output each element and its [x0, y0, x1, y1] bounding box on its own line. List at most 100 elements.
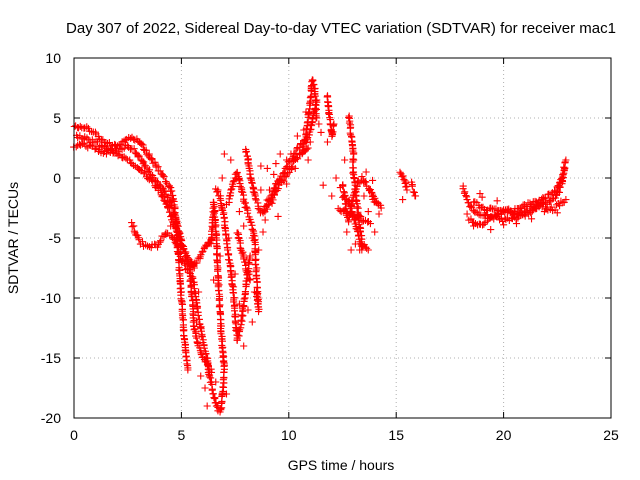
data-point — [185, 269, 194, 277]
data-point — [220, 214, 228, 222]
data-point — [193, 259, 201, 267]
data-point — [219, 358, 227, 366]
data-point — [213, 245, 221, 253]
data-point — [196, 344, 204, 352]
data-point — [345, 218, 353, 226]
data-point — [240, 295, 248, 303]
data-point — [399, 172, 407, 180]
data-point — [551, 194, 559, 202]
data-point — [375, 210, 383, 218]
data-point — [362, 168, 370, 176]
data-point — [552, 188, 560, 196]
data-point — [130, 145, 138, 153]
data-point — [303, 145, 311, 153]
data-point — [152, 184, 160, 192]
data-point — [214, 186, 222, 194]
data-point — [463, 210, 471, 218]
y-tick-label: -10 — [41, 290, 61, 306]
gridlines — [74, 58, 611, 418]
x-axis-label: GPS time / hours — [288, 457, 395, 473]
data-point — [402, 183, 410, 191]
data-point — [227, 266, 235, 275]
data-point — [134, 153, 142, 161]
data-point — [558, 174, 566, 183]
data-point — [527, 215, 536, 223]
data-point — [283, 180, 291, 188]
data-point — [478, 193, 486, 201]
y-tick-label: 5 — [53, 110, 61, 126]
data-point — [227, 156, 235, 164]
data-point — [350, 175, 358, 183]
data-point — [149, 177, 157, 185]
data-point — [244, 209, 252, 217]
data-point — [411, 192, 420, 200]
data-point — [555, 182, 563, 190]
data-point — [512, 220, 521, 228]
data-point — [350, 173, 358, 182]
data-point — [202, 350, 210, 358]
data-point — [467, 202, 475, 210]
data-point — [147, 173, 155, 181]
data-point — [539, 200, 547, 208]
y-tick-label: 10 — [45, 50, 61, 66]
data-point — [207, 368, 216, 376]
data-point — [225, 234, 233, 242]
data-point — [175, 248, 183, 256]
data-point — [193, 304, 201, 312]
data-point — [369, 176, 377, 184]
data-point — [167, 222, 175, 230]
data-point — [528, 201, 536, 209]
data-point — [148, 176, 156, 184]
data-point — [236, 182, 244, 190]
data-point — [300, 139, 308, 148]
data-point — [342, 200, 350, 208]
data-point — [342, 205, 350, 213]
data-point — [287, 150, 295, 158]
data-point — [340, 188, 348, 196]
data-point — [252, 260, 260, 268]
data-point — [246, 275, 254, 283]
data-point — [308, 114, 316, 122]
data-point — [270, 191, 279, 199]
data-point — [362, 178, 370, 186]
data-point — [244, 156, 252, 164]
data-point — [476, 190, 484, 198]
data-point — [244, 271, 252, 279]
data-point — [154, 243, 162, 251]
data-point — [310, 81, 318, 89]
data-point — [377, 204, 385, 212]
data-point — [138, 238, 147, 246]
data-point — [330, 120, 338, 128]
data-point — [193, 339, 201, 347]
data-point — [243, 152, 251, 160]
data-point — [550, 187, 559, 195]
data-point — [195, 288, 203, 296]
data-point — [528, 207, 536, 215]
data-point — [164, 204, 172, 212]
data-point — [199, 247, 207, 255]
data-point — [157, 237, 165, 245]
data-point — [252, 275, 261, 283]
data-point — [510, 207, 518, 215]
data-point — [192, 318, 200, 326]
data-point — [220, 150, 228, 158]
data-point — [250, 288, 258, 296]
data-point — [371, 194, 379, 202]
data-points — [70, 76, 570, 416]
data-point — [210, 203, 218, 211]
x-tick-label: 5 — [178, 427, 186, 443]
data-point — [235, 176, 243, 184]
data-point — [319, 181, 327, 189]
data-point — [336, 184, 344, 192]
data-point — [255, 305, 263, 313]
data-point — [553, 209, 561, 217]
data-point — [175, 230, 183, 238]
data-point — [257, 162, 265, 170]
data-point — [235, 208, 243, 216]
data-point — [120, 144, 128, 152]
data-point — [247, 218, 255, 226]
data-point — [140, 158, 148, 166]
data-point — [560, 163, 568, 171]
data-point — [248, 178, 256, 186]
data-point — [487, 226, 495, 234]
